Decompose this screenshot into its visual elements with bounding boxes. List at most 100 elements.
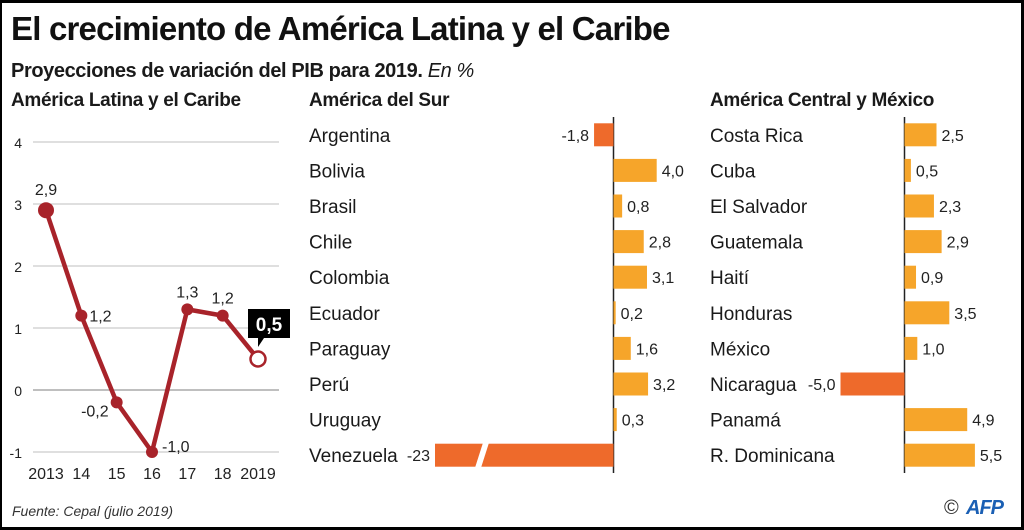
value-label: -23 xyxy=(407,448,430,465)
data-point xyxy=(146,446,158,458)
bar xyxy=(594,123,614,147)
category-label: Ecuador xyxy=(309,304,380,325)
category-label: Costa Rica xyxy=(710,126,803,147)
category-label: Perú xyxy=(309,375,349,396)
value-label: 5,5 xyxy=(980,448,1002,465)
data-point xyxy=(75,309,88,322)
bar xyxy=(904,230,942,254)
category-label: Nicaragua xyxy=(710,375,797,396)
callout-label: 0,5 xyxy=(256,315,283,336)
callout-box xyxy=(248,309,290,347)
value-label: 1,0 xyxy=(922,341,944,358)
bar xyxy=(613,194,623,218)
category-label: Paraguay xyxy=(309,339,391,360)
bar xyxy=(613,301,616,325)
value-label: 0,8 xyxy=(627,199,649,216)
value-label: 4,0 xyxy=(662,163,684,180)
y-tick-label: 2 xyxy=(14,259,22,275)
data-point xyxy=(110,396,123,409)
y-tick-label: 3 xyxy=(14,197,22,213)
bar xyxy=(435,443,614,467)
category-label: Bolivia xyxy=(309,161,365,182)
category-label: Venezuela xyxy=(309,446,398,467)
bar xyxy=(613,265,647,289)
axis-break-mark xyxy=(475,442,489,468)
y-tick-label: -1 xyxy=(10,445,23,461)
value-label: 1,6 xyxy=(636,341,658,358)
value-label: 4,9 xyxy=(972,413,994,430)
data-label: 1,2 xyxy=(212,291,234,308)
data-label: 2,9 xyxy=(35,182,57,199)
x-tick-label: 2019 xyxy=(240,466,276,483)
copyright-icon: © xyxy=(944,497,959,519)
data-label: 1,2 xyxy=(89,309,111,326)
bar xyxy=(613,372,649,396)
line-chart: 4 3 2 1 0 -1 2013 14 15 16 17 18 2019 2,9 1,2 -0,2 -1,0 1… xyxy=(10,135,290,483)
afp-logo: AFP xyxy=(966,497,1004,519)
series-line xyxy=(43,209,260,455)
line-chart-title: América Latina y el Caribe xyxy=(11,90,241,111)
value-label: 0,3 xyxy=(622,413,644,430)
bar xyxy=(904,443,975,467)
bar xyxy=(904,265,917,289)
infographic-frame xyxy=(2,3,1021,527)
category-label: Panamá xyxy=(710,411,781,432)
value-label: 2,3 xyxy=(939,199,961,216)
bar xyxy=(904,301,950,325)
data-point xyxy=(181,303,194,316)
bar xyxy=(613,158,657,182)
bar xyxy=(840,372,905,396)
value-label: 2,8 xyxy=(649,235,671,252)
bar xyxy=(613,336,631,360)
subtitle-text: Proyecciones de variación del PIB para 2… xyxy=(11,60,423,82)
bar xyxy=(904,123,937,147)
bar xyxy=(613,408,617,432)
x-tick-label: 17 xyxy=(178,466,196,483)
category-label: Honduras xyxy=(710,304,792,325)
data-point xyxy=(216,309,229,322)
x-tick-label: 14 xyxy=(72,466,90,483)
bar xyxy=(613,230,644,254)
value-label: -5,0 xyxy=(808,377,836,394)
subtitle-unit: En % xyxy=(427,60,475,82)
category-label: Brasil xyxy=(309,197,357,218)
category-label: Chile xyxy=(309,233,352,254)
data-label: -0,2 xyxy=(81,403,109,420)
category-label: R. Dominicana xyxy=(710,446,835,467)
south-america-bar-chart: Argentina -1,8 Bolivia 4,0 Brasil 0,8 Chile 2,8… xyxy=(309,117,684,473)
data-point-highlight xyxy=(249,350,267,368)
value-label: 0,9 xyxy=(921,270,943,287)
value-label: 2,5 xyxy=(942,128,964,145)
data-label: -1,0 xyxy=(162,439,190,456)
central-america-title: América Central y México xyxy=(710,90,935,111)
category-label: Guatemala xyxy=(710,233,803,254)
category-label: Argentina xyxy=(309,126,391,147)
bar xyxy=(904,408,968,432)
x-tick-label: 16 xyxy=(143,466,161,483)
data-label: 1,3 xyxy=(176,284,198,301)
y-tick-label: 0 xyxy=(14,383,22,399)
category-label: El Salvador xyxy=(710,197,808,218)
x-tick-label: 18 xyxy=(214,466,232,483)
category-label: Uruguay xyxy=(309,411,381,432)
bar xyxy=(904,336,918,360)
x-tick-label: 15 xyxy=(108,466,126,483)
y-tick-label: 1 xyxy=(14,321,22,337)
value-label: 3,5 xyxy=(954,306,976,323)
value-label: 2,9 xyxy=(947,235,969,252)
category-label: Haití xyxy=(710,268,750,289)
value-label: 3,1 xyxy=(652,270,674,287)
page-title: El crecimiento de América Latina y el Ca… xyxy=(11,10,670,47)
y-tick-label: 4 xyxy=(14,135,22,151)
x-tick-label: 2013 xyxy=(28,466,64,483)
bar xyxy=(904,158,911,182)
category-label: México xyxy=(710,339,770,360)
data-point xyxy=(38,202,54,219)
subtitle: Proyecciones de variación del PIB para 2… xyxy=(11,60,474,83)
value-label: 3,2 xyxy=(653,377,675,394)
value-label: -1,8 xyxy=(561,128,589,145)
category-label: Colombia xyxy=(309,268,390,289)
value-label: 0,5 xyxy=(916,163,938,180)
source-note: Fuente: Cepal (julio 2019) xyxy=(12,503,174,519)
